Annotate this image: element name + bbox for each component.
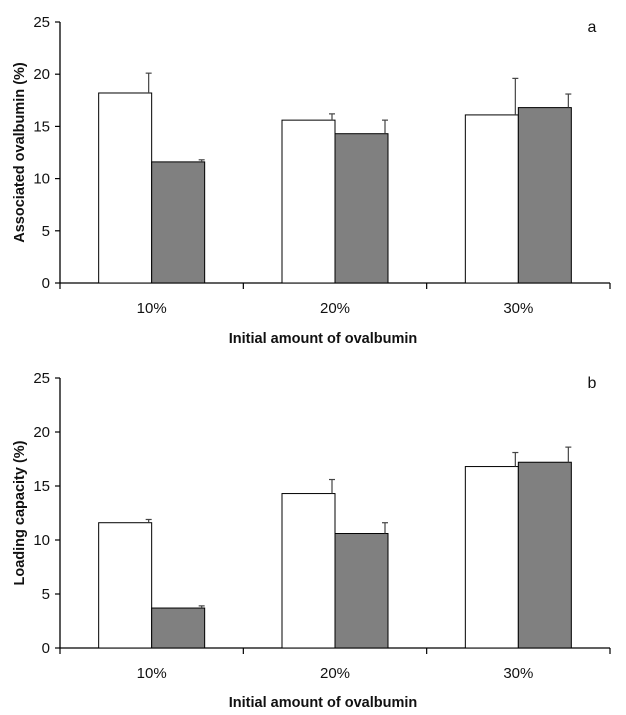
panel-a-y-axis-title: Associated ovalbumin (%) <box>12 62 28 243</box>
panel-b-y-tick-label: 20 <box>33 424 50 441</box>
panel-a-bar-series2-1 <box>334 133 389 284</box>
panel-b-bar-series1-0 <box>98 522 153 649</box>
panel-b-bar-series1-2 <box>464 466 519 649</box>
panel-a-bar-series1-2 <box>464 114 519 284</box>
panel-b-x-tick-label: 30% <box>503 665 533 682</box>
panel-a-bar-series2-2 <box>517 107 572 284</box>
panel-b-bar-series2-2 <box>517 461 572 649</box>
panel-b-x-tick-label: 20% <box>320 665 350 682</box>
panel-a-bar-series1-1 <box>281 119 336 284</box>
panel-b-bar-series2-1 <box>334 533 389 649</box>
panel-a-y-tick-label: 20 <box>33 66 50 83</box>
panel-b-y-tick-label: 25 <box>33 370 50 387</box>
panel-b-y-axis-title: Loading capacity (%) <box>12 440 28 585</box>
panel-b-x-tick-label: 10% <box>137 665 167 682</box>
panel-b-x-axis-title: Initial amount of ovalbumin <box>229 695 418 711</box>
panel-b-y-tick-label: 5 <box>42 586 50 603</box>
panel-a-y-tick-label: 15 <box>33 118 50 135</box>
panel-a-y-tick-label: 25 <box>33 14 50 31</box>
panel-a-y-tick-label: 0 <box>42 275 50 292</box>
panel-a-x-axis-title: Initial amount of ovalbumin <box>229 331 418 347</box>
panel-a-y-tick-label: 5 <box>42 223 50 240</box>
panel-b-bar-series1-1 <box>281 493 336 649</box>
panel-b-bar-series2-0 <box>151 607 206 649</box>
panel-b-y-tick-label: 10 <box>33 532 50 549</box>
panel-a-x-tick-label: 20% <box>320 300 350 317</box>
panel-a-bar-series1-0 <box>98 92 153 284</box>
panel-a-x-tick-label: 30% <box>503 300 533 317</box>
panel-b-y-tick-label: 15 <box>33 478 50 495</box>
panel-b-panel-letter: b <box>588 375 597 392</box>
panel-b-y-tick-label: 0 <box>42 640 50 657</box>
panel-a-panel-letter: a <box>588 19 597 36</box>
panel-a-bar-series2-0 <box>151 161 206 284</box>
panel-a-y-tick-label: 10 <box>33 171 50 188</box>
panel-a-x-tick-label: 10% <box>137 300 167 317</box>
